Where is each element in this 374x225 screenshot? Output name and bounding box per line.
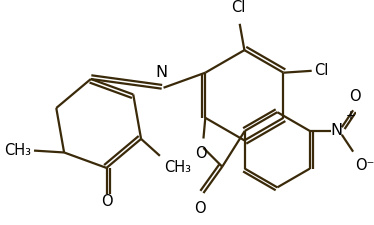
- Text: N: N: [156, 65, 168, 80]
- Text: O: O: [349, 89, 361, 104]
- Text: Cl: Cl: [232, 0, 246, 15]
- Text: O: O: [101, 194, 112, 209]
- Text: O⁻: O⁻: [355, 158, 374, 173]
- Text: O: O: [194, 200, 205, 216]
- Text: Cl: Cl: [315, 63, 329, 78]
- Text: N: N: [330, 124, 342, 138]
- Text: CH₃: CH₃: [164, 160, 191, 175]
- Text: +: +: [346, 109, 355, 122]
- Text: O: O: [195, 146, 206, 161]
- Text: CH₃: CH₃: [4, 143, 31, 158]
